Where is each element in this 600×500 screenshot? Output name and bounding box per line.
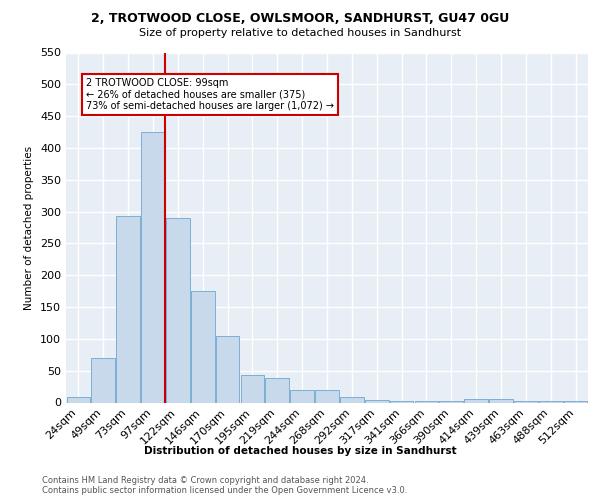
Bar [439, 401, 463, 402]
Bar [340, 398, 364, 402]
Bar [489, 400, 513, 402]
Bar [564, 400, 587, 402]
Bar [539, 401, 563, 402]
Bar [390, 401, 413, 402]
Bar [290, 390, 314, 402]
Bar [315, 390, 339, 402]
Bar [464, 400, 488, 402]
Bar [365, 400, 389, 402]
Bar [191, 291, 215, 403]
Bar [91, 358, 115, 403]
Text: Distribution of detached houses by size in Sandhurst: Distribution of detached houses by size … [143, 446, 457, 456]
Y-axis label: Number of detached properties: Number of detached properties [25, 146, 34, 310]
Bar [141, 132, 165, 402]
Bar [265, 378, 289, 402]
Bar [415, 401, 438, 402]
Bar [216, 336, 239, 402]
Text: Size of property relative to detached houses in Sandhurst: Size of property relative to detached ho… [139, 28, 461, 38]
Text: 2 TROTWOOD CLOSE: 99sqm
← 26% of detached houses are smaller (375)
73% of semi-d: 2 TROTWOOD CLOSE: 99sqm ← 26% of detache… [86, 78, 334, 111]
Bar [116, 216, 140, 402]
Bar [241, 375, 264, 402]
Bar [67, 398, 90, 402]
Bar [166, 218, 190, 402]
Bar [514, 401, 538, 402]
Text: 2, TROTWOOD CLOSE, OWLSMOOR, SANDHURST, GU47 0GU: 2, TROTWOOD CLOSE, OWLSMOOR, SANDHURST, … [91, 12, 509, 26]
Text: Contains HM Land Registry data © Crown copyright and database right 2024.: Contains HM Land Registry data © Crown c… [42, 476, 368, 485]
Text: Contains public sector information licensed under the Open Government Licence v3: Contains public sector information licen… [42, 486, 407, 495]
